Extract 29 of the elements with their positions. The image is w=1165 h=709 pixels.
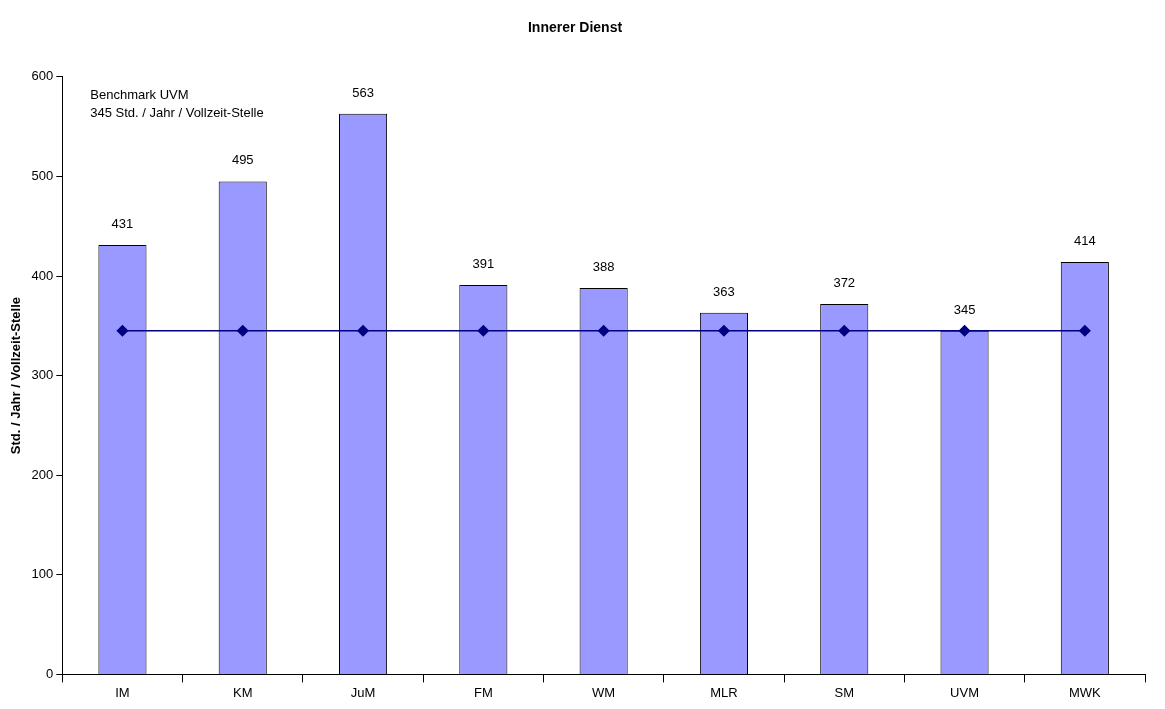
- y-tick-label: 400: [31, 267, 54, 283]
- annotation: Benchmark UVM: [90, 86, 189, 102]
- y-tick-label: 200: [31, 466, 54, 482]
- data-label: 388: [592, 259, 615, 275]
- chart-title: Innerer Dienst: [527, 19, 623, 36]
- data-label: 391: [472, 256, 495, 272]
- y-tick-label: 100: [31, 566, 54, 582]
- x-tick-label: KM: [232, 684, 253, 700]
- data-label: 372: [833, 274, 856, 290]
- data-label: 431: [111, 216, 134, 232]
- x-tick-label: MWK: [1068, 684, 1102, 700]
- y-axis-title: Std. / Jahr / Vollzeit-Stelle: [8, 296, 24, 455]
- x-tick-label: MLR: [710, 684, 738, 700]
- x-tick-label: SM: [834, 684, 854, 700]
- data-label: 414: [1074, 233, 1096, 249]
- data-label: 345: [953, 301, 976, 317]
- y-tick-label: 500: [31, 167, 54, 183]
- x-tick-label: IM: [115, 684, 130, 700]
- annotation: 345 Std. / Jahr / Vollzeit-Stelle: [90, 104, 264, 120]
- x-tick-label: UVM: [950, 684, 979, 700]
- y-tick-label: 300: [31, 367, 54, 383]
- y-tick-label: 600: [31, 68, 54, 84]
- data-label: 363: [713, 283, 735, 299]
- data-label: 563: [352, 84, 374, 100]
- x-tick-label: WM: [592, 684, 616, 700]
- y-tick-label: 0: [46, 665, 54, 681]
- x-tick-label: FM: [473, 684, 493, 700]
- x-tick-label: JuM: [350, 684, 376, 700]
- data-label: 495: [231, 152, 254, 168]
